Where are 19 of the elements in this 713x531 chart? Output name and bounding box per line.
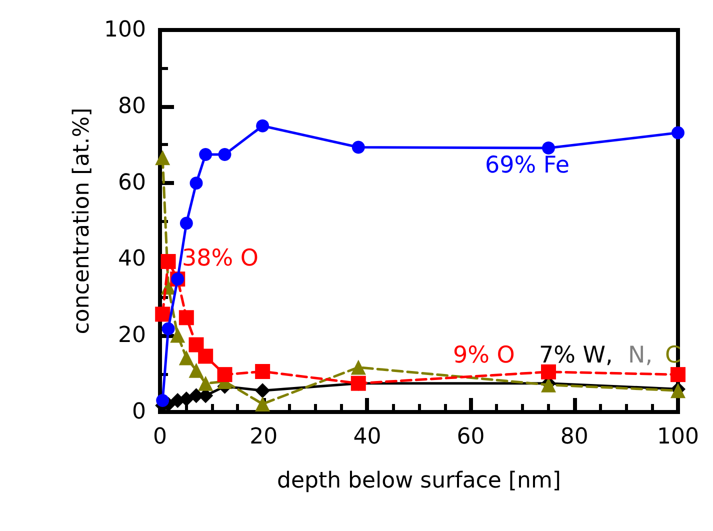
x-tick-label: 0 [153,424,167,450]
y-axis-title: concentration [at.%] [70,108,95,334]
y-tick-label: 0 [132,400,146,424]
y-tick-label: 80 [118,94,146,119]
y-tick-label: 20 [118,323,146,348]
annotation: 38% O [182,246,259,272]
y-tick-label: 60 [118,170,146,196]
annotation: 7% W, [539,342,613,368]
y-tick-label: 100 [104,18,146,42]
x-tick-label: 40 [353,424,382,450]
x-tick-label: 80 [560,424,588,450]
x-tick-label: 60 [456,424,485,450]
x-tick-label: 100 [657,424,699,450]
annotation: 9% O [453,342,515,368]
annotation: N, [628,342,653,368]
x-tick-label: 20 [250,424,278,450]
x-axis-title: depth below surface [nm] [277,468,561,494]
y-tick-label: 40 [118,246,146,272]
annotation: 69% Fe [485,152,570,178]
